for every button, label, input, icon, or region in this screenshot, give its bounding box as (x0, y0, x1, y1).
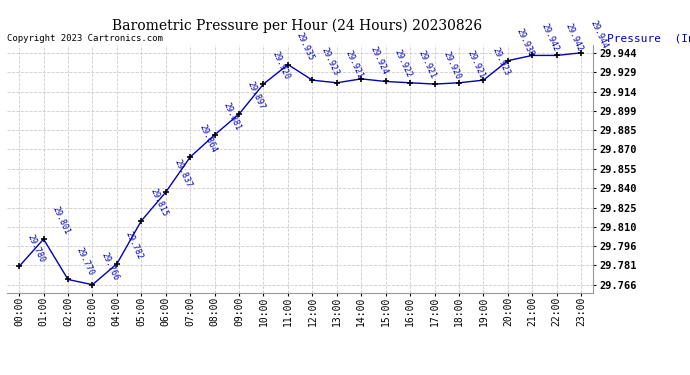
Text: Pressure  (Inches/Hg): Pressure (Inches/Hg) (607, 34, 690, 44)
Text: 29.921: 29.921 (466, 49, 486, 80)
Text: 29.923: 29.923 (491, 46, 511, 77)
Text: 29.921: 29.921 (344, 49, 364, 80)
Text: Barometric Pressure per Hour (24 Hours) 20230826: Barometric Pressure per Hour (24 Hours) … (112, 19, 482, 33)
Text: 29.864: 29.864 (197, 123, 218, 154)
Text: 29.922: 29.922 (393, 48, 413, 79)
Text: 29.938: 29.938 (515, 27, 535, 58)
Text: 29.881: 29.881 (221, 101, 242, 132)
Text: 29.935: 29.935 (295, 31, 316, 62)
Text: 29.782: 29.782 (124, 230, 145, 261)
Text: 29.944: 29.944 (588, 19, 609, 50)
Text: 29.801: 29.801 (50, 206, 71, 236)
Text: 29.780: 29.780 (26, 232, 47, 264)
Text: 29.770: 29.770 (75, 246, 96, 277)
Text: 29.923: 29.923 (319, 46, 340, 77)
Text: 29.766: 29.766 (99, 251, 120, 282)
Text: Copyright 2023 Cartronics.com: Copyright 2023 Cartronics.com (7, 34, 163, 43)
Text: 29.837: 29.837 (172, 158, 193, 189)
Text: 29.924: 29.924 (368, 45, 389, 76)
Text: 29.815: 29.815 (148, 187, 169, 218)
Text: 29.921: 29.921 (417, 49, 438, 80)
Text: 29.920: 29.920 (442, 50, 462, 81)
Text: 29.897: 29.897 (246, 80, 267, 111)
Text: 29.942: 29.942 (540, 22, 560, 53)
Text: 29.942: 29.942 (564, 22, 584, 53)
Text: 29.920: 29.920 (270, 50, 291, 81)
